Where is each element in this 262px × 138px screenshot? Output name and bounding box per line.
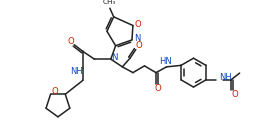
Text: O: O (67, 37, 74, 46)
Text: O: O (135, 41, 142, 50)
Text: O: O (134, 20, 141, 29)
Text: O: O (51, 87, 58, 96)
Text: N: N (135, 34, 141, 43)
Text: NH: NH (220, 73, 232, 82)
Text: O: O (155, 84, 161, 93)
Text: NH: NH (70, 67, 83, 76)
Text: CH₃: CH₃ (102, 0, 116, 5)
Text: HN: HN (159, 57, 172, 66)
Text: O: O (231, 90, 238, 99)
Text: N: N (111, 53, 118, 62)
